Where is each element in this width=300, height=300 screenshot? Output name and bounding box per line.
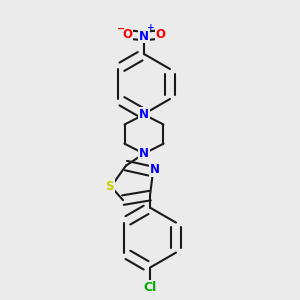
Text: N: N [139,147,149,160]
Text: +: + [147,23,154,32]
Text: N: N [139,29,149,43]
Text: O: O [122,28,133,41]
Text: N: N [149,163,160,176]
Text: N: N [139,108,149,121]
Text: −: − [117,24,125,34]
Text: O: O [155,28,166,41]
Text: S: S [105,180,114,193]
Text: Cl: Cl [143,280,157,294]
